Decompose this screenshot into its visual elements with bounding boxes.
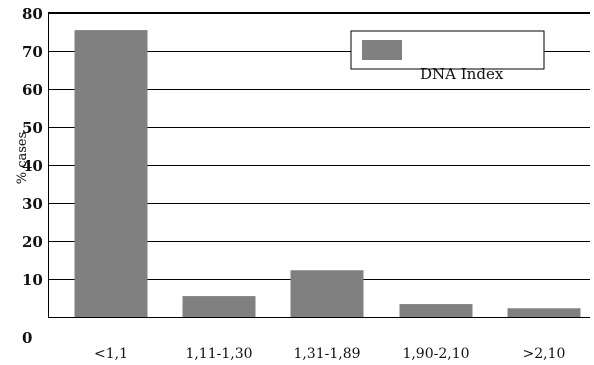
x-tick-label: 1,90-2,10 xyxy=(402,346,469,362)
bar xyxy=(74,30,148,317)
bars xyxy=(74,30,581,317)
y-tick-label: 70 xyxy=(22,43,43,61)
bar xyxy=(182,296,256,317)
bar xyxy=(507,308,581,317)
y-tick-label: 80 xyxy=(22,5,43,23)
bar xyxy=(290,270,364,317)
x-tick-label: 1,11-1,30 xyxy=(185,346,252,362)
y-tick-labels: 0 10 20 30 40 50 60 70 80 xyxy=(22,5,43,347)
y-tick-label: 30 xyxy=(22,195,43,213)
y-tick-label: 20 xyxy=(22,233,43,251)
axes xyxy=(48,12,590,318)
y-tick-label: 60 xyxy=(22,81,43,99)
y-axis-title: % cases xyxy=(15,132,30,185)
y-tick-label: 10 xyxy=(22,271,43,289)
legend: DNA Index xyxy=(350,30,545,83)
y-tick-label: 40 xyxy=(22,157,43,175)
legend-label: DNA Index xyxy=(420,65,504,83)
x-tick-label: 1,31-1,89 xyxy=(293,346,360,362)
legend-swatch xyxy=(362,40,402,60)
y-tick-label: 0 xyxy=(22,329,32,347)
x-tick-label: <1,1 xyxy=(94,346,128,362)
x-tick-labels: <1,1 1,11-1,30 1,31-1,89 1,90-2,10 >2,10 xyxy=(94,346,565,362)
y-tick-label: 50 xyxy=(22,119,43,137)
bar xyxy=(399,304,473,317)
x-tick-label: >2,10 xyxy=(523,346,566,362)
